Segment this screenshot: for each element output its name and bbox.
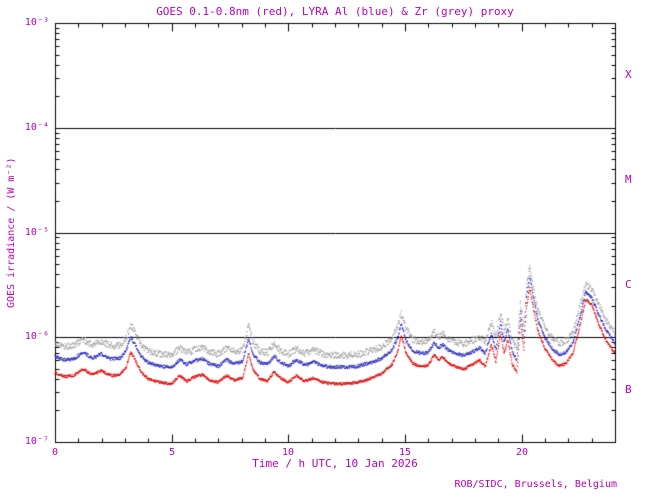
- chart-title: GOES 0.1-0.8nm (red), LYRA Al (blue) & Z…: [156, 5, 514, 18]
- y-tick-label: 10⁻³: [24, 17, 49, 28]
- x-tick-label: 10: [281, 447, 295, 458]
- x-tick-label: 5: [168, 447, 176, 458]
- y-tick-label: 10⁻⁵: [24, 227, 49, 238]
- x-tick-label: 20: [515, 447, 529, 458]
- y-tick-label: 10⁻⁴: [24, 122, 49, 133]
- x-axis-label: Time / h UTC, 10 Jan 2026: [252, 457, 418, 470]
- flare-class-label-m: M: [625, 173, 632, 186]
- flare-class-label-x: X: [625, 68, 632, 81]
- x-tick-label: 15: [398, 447, 412, 458]
- y-tick-label: 10⁻⁶: [24, 331, 49, 342]
- x-tick-label: 0: [51, 447, 59, 458]
- credit-text: ROB/SIDC, Brussels, Belgium: [454, 479, 617, 490]
- flare-class-label-b: B: [625, 383, 632, 396]
- flare-class-label-c: C: [625, 278, 632, 291]
- y-tick-label: 10⁻⁷: [24, 436, 49, 447]
